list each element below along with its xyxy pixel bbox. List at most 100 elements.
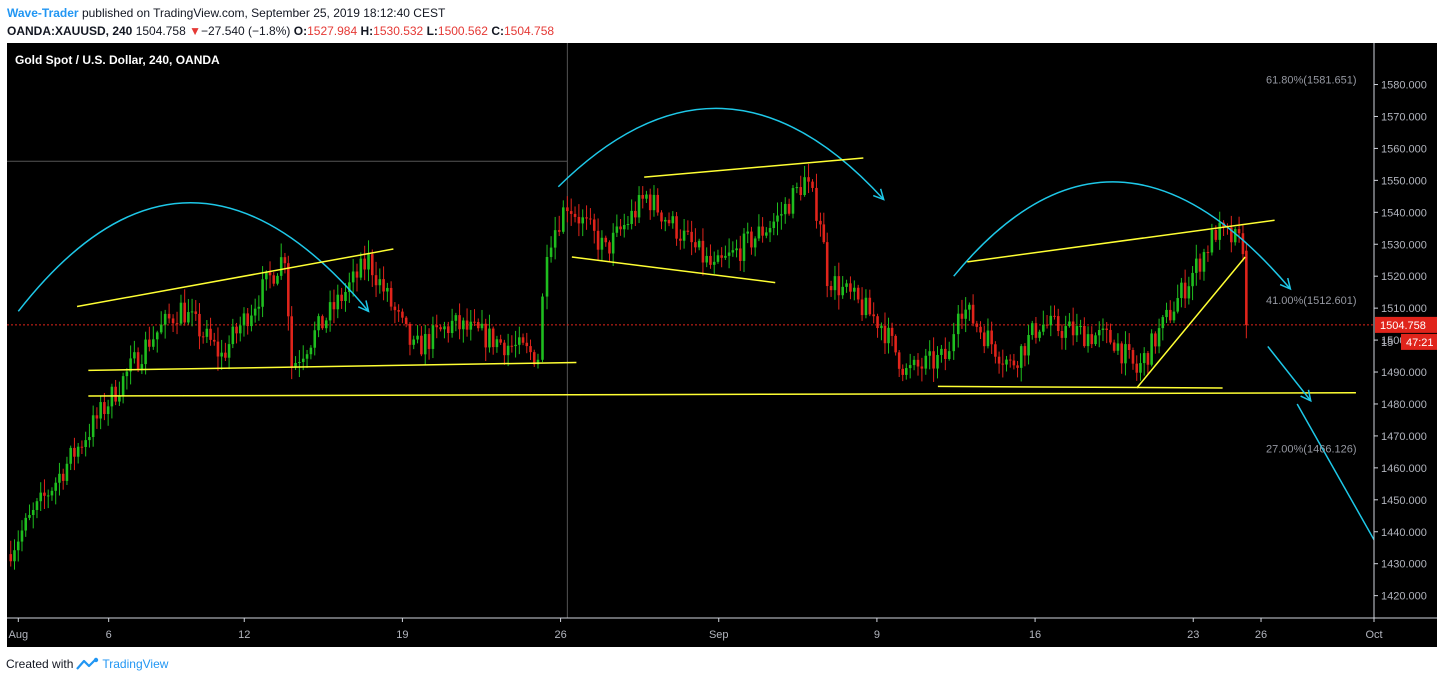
candle-body xyxy=(1097,329,1101,336)
candle-body xyxy=(65,463,69,481)
candle-body xyxy=(1120,343,1123,364)
candle-body xyxy=(283,257,287,264)
time-tick-label: 26 xyxy=(1255,629,1267,641)
candle-body xyxy=(819,220,822,225)
candle-body xyxy=(171,318,175,324)
candle-body xyxy=(589,218,592,220)
candle-body xyxy=(679,238,682,241)
price-tick-label: 1570.000 xyxy=(1381,111,1427,123)
candle-body xyxy=(121,376,125,396)
candle-body xyxy=(626,223,630,225)
candle-body xyxy=(815,187,818,221)
candle-body xyxy=(35,501,39,510)
candle-body xyxy=(412,339,415,345)
candle-body xyxy=(54,482,57,491)
candle-body xyxy=(837,276,841,296)
candle-body xyxy=(1034,323,1038,338)
candle-body xyxy=(224,352,227,358)
candle-body xyxy=(125,371,129,377)
candle-body xyxy=(880,325,883,329)
time-tick-label: 16 xyxy=(1029,629,1041,641)
candle-body xyxy=(952,334,956,352)
forecast-arrow-head xyxy=(1300,389,1312,403)
time-tick-label: 19 xyxy=(396,629,408,641)
candle-body xyxy=(783,203,787,215)
candle-body xyxy=(386,287,389,292)
candle-body xyxy=(84,440,87,447)
candle-body xyxy=(190,311,194,313)
candle-body xyxy=(1214,229,1218,240)
close-value: 1504.758 xyxy=(503,24,555,38)
candle-body xyxy=(91,415,95,438)
candle-body xyxy=(545,256,549,297)
candle-body xyxy=(290,316,293,368)
candle-body xyxy=(476,322,480,329)
candle-body xyxy=(608,242,611,254)
candle-body xyxy=(1157,328,1161,347)
candle-body xyxy=(1187,286,1191,299)
candle-body xyxy=(454,315,458,321)
candle-body xyxy=(1206,252,1210,254)
candle-body xyxy=(469,321,473,330)
arc-pattern-1 xyxy=(17,202,370,312)
candle-body xyxy=(510,345,514,347)
candle-body xyxy=(682,230,686,241)
candle-body xyxy=(932,351,935,369)
candle-body xyxy=(393,306,397,311)
trendline-2 xyxy=(88,361,577,372)
candle-body xyxy=(928,351,931,356)
candle-body xyxy=(355,271,359,278)
axis-layer: 1420.000 1430.000 1440.000 1450.000 1460.000… xyxy=(7,43,1437,641)
candle-body xyxy=(1086,334,1090,347)
candle-body xyxy=(227,344,231,358)
candle-body xyxy=(1075,326,1079,336)
candle-body xyxy=(484,323,488,348)
fib-label-2: 41.00%(1512.601) xyxy=(1266,295,1357,307)
candle-body xyxy=(129,358,132,372)
price-tick-label: 1540.000 xyxy=(1381,207,1427,219)
author-link[interactable]: Wave-Trader xyxy=(7,6,79,20)
candle-body xyxy=(1083,326,1086,347)
candle-body xyxy=(495,339,499,348)
candle-body xyxy=(712,261,716,265)
current-candle-body xyxy=(1245,250,1248,325)
candle-body xyxy=(787,203,791,214)
price-chart[interactable]: 61.80%(1581.651) 41.00%(1512.601) 27.00%(1… xyxy=(7,43,1437,647)
candle-body xyxy=(1001,363,1005,365)
candle-body xyxy=(982,332,986,347)
low-value: 1500.562 xyxy=(437,24,488,38)
candle-body xyxy=(1109,329,1112,343)
candle-body xyxy=(1124,344,1127,364)
candle-body xyxy=(73,447,76,457)
candle-body xyxy=(450,320,454,334)
candle-body xyxy=(1150,333,1153,365)
candle-body xyxy=(39,492,42,502)
candle-body xyxy=(106,406,110,415)
candle-body xyxy=(13,550,16,562)
candle-body xyxy=(1030,323,1034,336)
tradingview-brand[interactable]: TradingView xyxy=(102,657,169,671)
candle-body xyxy=(856,287,860,300)
candle-body xyxy=(968,304,971,310)
candle-body xyxy=(833,276,837,291)
price-tick-label: 1480.000 xyxy=(1381,399,1427,411)
candle-body xyxy=(332,302,336,310)
trendline-8 xyxy=(88,392,1356,397)
candle-body xyxy=(389,287,393,307)
candle-body xyxy=(397,310,400,312)
chart-area[interactable]: 61.80%(1581.651) 41.00%(1512.601) 27.00%(1… xyxy=(7,43,1437,647)
trendline-5 xyxy=(967,219,1275,263)
open-label: O: xyxy=(293,24,308,38)
candle-body xyxy=(1101,328,1105,330)
open-value: 1527.984 xyxy=(307,24,358,38)
candle-body xyxy=(103,402,106,415)
candle-body xyxy=(80,446,84,448)
candle-body xyxy=(321,316,324,329)
candle-body xyxy=(742,233,746,261)
candle-body xyxy=(1202,252,1206,272)
candle-body xyxy=(960,313,964,319)
candle-body xyxy=(69,447,72,464)
candle-body xyxy=(1042,324,1045,332)
chart-title: Gold Spot / U.S. Dollar, 240, OANDA xyxy=(15,53,220,67)
candle-body xyxy=(265,272,268,280)
